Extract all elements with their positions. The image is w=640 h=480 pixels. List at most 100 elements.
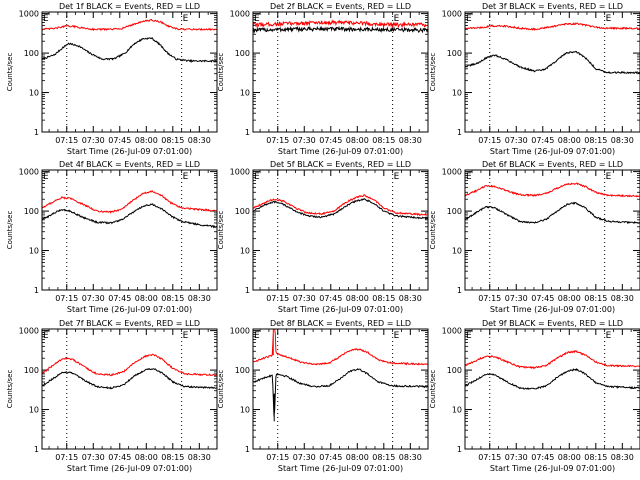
panel-7-xtick-label: 08:15: [161, 453, 184, 462]
panel-1-title: Det 1f BLACK = Events, RED = LLD: [59, 2, 200, 11]
panel-3-xtick-label: 08:30: [611, 136, 634, 145]
panel-5-ytick-label: 10: [240, 247, 250, 256]
panel-8-ytick-label: 100: [235, 366, 250, 375]
panel-9-event-marker: E: [466, 331, 472, 341]
panel-7-ytick-label: 10: [29, 406, 39, 415]
panel-9-frame: [464, 328, 640, 450]
panel-4-xtick-label: 07:15: [55, 294, 78, 303]
panel-9-xtick-label: 08:30: [611, 453, 634, 462]
panel-5-xtick-label: 07:15: [266, 294, 289, 303]
panel-3-xtick-label: 07:30: [505, 136, 528, 145]
panel-1-ylabel: Counts/sec: [6, 53, 14, 92]
panel-9-title: Det 9f BLACK = Events, RED = LLD: [482, 319, 623, 328]
panel-6-event-marker: E: [606, 172, 612, 182]
panel-7-ylabel: Counts/sec: [6, 370, 14, 409]
panel-8-xtick-label: 07:45: [319, 453, 342, 462]
panel-9-ytick-label: 1: [457, 445, 462, 454]
panel-5-xtick-label: 07:45: [319, 294, 342, 303]
panel-4-frame: [41, 169, 218, 291]
panel-3-xtick-label: 07:15: [478, 136, 501, 145]
panel-5-series-events: [252, 198, 428, 220]
panel-6-title: Det 6f BLACK = Events, RED = LLD: [482, 160, 623, 169]
panel-5-xtick-label: 08:15: [372, 294, 395, 303]
panel-4-ylabel: Counts/sec: [6, 211, 14, 250]
panel-9-xlabel: Start Time (26-Jul-09 07:01:00): [490, 464, 615, 473]
panel-6-series-events: [464, 201, 640, 225]
panel-5-event-marker: E: [394, 172, 400, 182]
panel-8: Det 8f BLACK = Events, RED = LLD Counts/s…: [217, 319, 429, 473]
panel-1-xtick-label: 07:15: [55, 136, 78, 145]
panel-6-event-marker: E: [466, 172, 472, 182]
panel-6-ytick-label: 1000: [442, 168, 462, 177]
panel-2-xtick-label: 07:15: [266, 136, 289, 145]
panel-8-ytick-label: 1000: [230, 327, 250, 336]
panel-9-xtick-label: 08:15: [584, 453, 607, 462]
panel-6-xlabel: Start Time (26-Jul-09 07:01:00): [490, 305, 615, 314]
panel-2-frame: [252, 11, 429, 133]
panel-2-xtick-label: 08:00: [346, 136, 369, 145]
panel-8-frame: [252, 328, 429, 450]
panel-3-event-marker: E: [606, 14, 612, 24]
panel-7-ytick-label: 1: [34, 445, 39, 454]
panel-3-xtick-label: 07:45: [531, 136, 554, 145]
panel-5-ylabel: Counts/sec: [217, 211, 225, 250]
panel-2-xlabel: Start Time (26-Jul-09 07:01:00): [278, 147, 403, 156]
panel-1-xtick-label: 08:15: [161, 136, 184, 145]
panel-6-xtick-label: 08:00: [558, 294, 581, 303]
panel-8-event-marker: E: [254, 331, 260, 341]
panel-5-ytick-label: 100: [235, 207, 250, 216]
panel-3-event-marker: E: [466, 14, 472, 24]
panel-6-ylabel: Counts/sec: [429, 211, 437, 250]
panel-2: Det 2f BLACK = Events, RED = LLD Counts/s…: [217, 2, 429, 156]
panel-1-xtick-label: 07:45: [108, 136, 131, 145]
panel-4-xlabel: Start Time (26-Jul-09 07:01:00): [67, 305, 192, 314]
panel-4-title: Det 4f BLACK = Events, RED = LLD: [59, 160, 200, 169]
panel-7-xtick-label: 07:30: [82, 453, 105, 462]
panel-3-xlabel: Start Time (26-Jul-09 07:01:00): [490, 147, 615, 156]
panel-6-xtick-label: 08:30: [611, 294, 634, 303]
panel-3-ylabel: Counts/sec: [429, 53, 437, 92]
panel-2-ytick-label: 10: [240, 89, 250, 98]
panel-4-event-marker: E: [183, 172, 189, 182]
panel-5-xlabel: Start Time (26-Jul-09 07:01:00): [278, 305, 403, 314]
panel-1-xtick-label: 07:30: [82, 136, 105, 145]
panel-7-event-marker: E: [43, 331, 49, 341]
panel-8-ylabel: Counts/sec: [217, 370, 225, 409]
panel-7-frame: [41, 328, 218, 450]
panel-6-xtick-label: 07:30: [505, 294, 528, 303]
panel-4-xtick-label: 08:15: [161, 294, 184, 303]
panel-7-xtick-label: 07:45: [108, 453, 131, 462]
panel-9-ytick-label: 1000: [442, 327, 462, 336]
panel-1: Det 1f BLACK = Events, RED = LLD Counts/s…: [6, 2, 218, 156]
panel-4: Det 4f BLACK = Events, RED = LLD Counts/s…: [6, 160, 218, 314]
panel-2-title: Det 2f BLACK = Events, RED = LLD: [270, 2, 411, 11]
panel-1-xtick-label: 08:30: [188, 136, 211, 145]
panel-9-xtick-label: 07:15: [478, 453, 501, 462]
panel-4-ytick-label: 100: [24, 207, 39, 216]
panel-9-xtick-label: 07:45: [531, 453, 554, 462]
panel-8-xtick-label: 08:30: [399, 453, 422, 462]
panel-2-xtick-label: 08:15: [372, 136, 395, 145]
panel-4-series-lld: [41, 189, 217, 214]
panel-1-event-marker: E: [183, 14, 189, 24]
panel-5-title: Det 5f BLACK = Events, RED = LLD: [270, 160, 411, 169]
panel-5-xtick-label: 07:30: [293, 294, 316, 303]
panel-6: Det 6f BLACK = Events, RED = LLD Counts/s…: [429, 160, 640, 314]
panel-9-ylabel: Counts/sec: [429, 370, 437, 409]
panel-8-series-events: [252, 368, 428, 422]
panel-3-xtick-label: 08:15: [584, 136, 607, 145]
panel-1-xtick-label: 08:00: [135, 136, 158, 145]
panel-3-xtick-label: 08:00: [558, 136, 581, 145]
panel-2-ytick-label: 1000: [230, 10, 250, 19]
panel-1-ytick-label: 1000: [19, 10, 39, 19]
panel-3-ytick-label: 100: [447, 49, 462, 58]
panel-4-series-events: [41, 203, 217, 229]
panel-7-xtick-label: 08:00: [135, 453, 158, 462]
panel-4-event-marker: E: [43, 172, 49, 182]
panel-4-xtick-label: 08:00: [135, 294, 158, 303]
panel-1-event-marker: E: [43, 14, 49, 24]
panel-7-title: Det 7f BLACK = Events, RED = LLD: [59, 319, 200, 328]
panel-9-ytick-label: 100: [447, 366, 462, 375]
panel-4-xtick-label: 08:30: [188, 294, 211, 303]
panel-9-series-lld: [464, 349, 640, 370]
